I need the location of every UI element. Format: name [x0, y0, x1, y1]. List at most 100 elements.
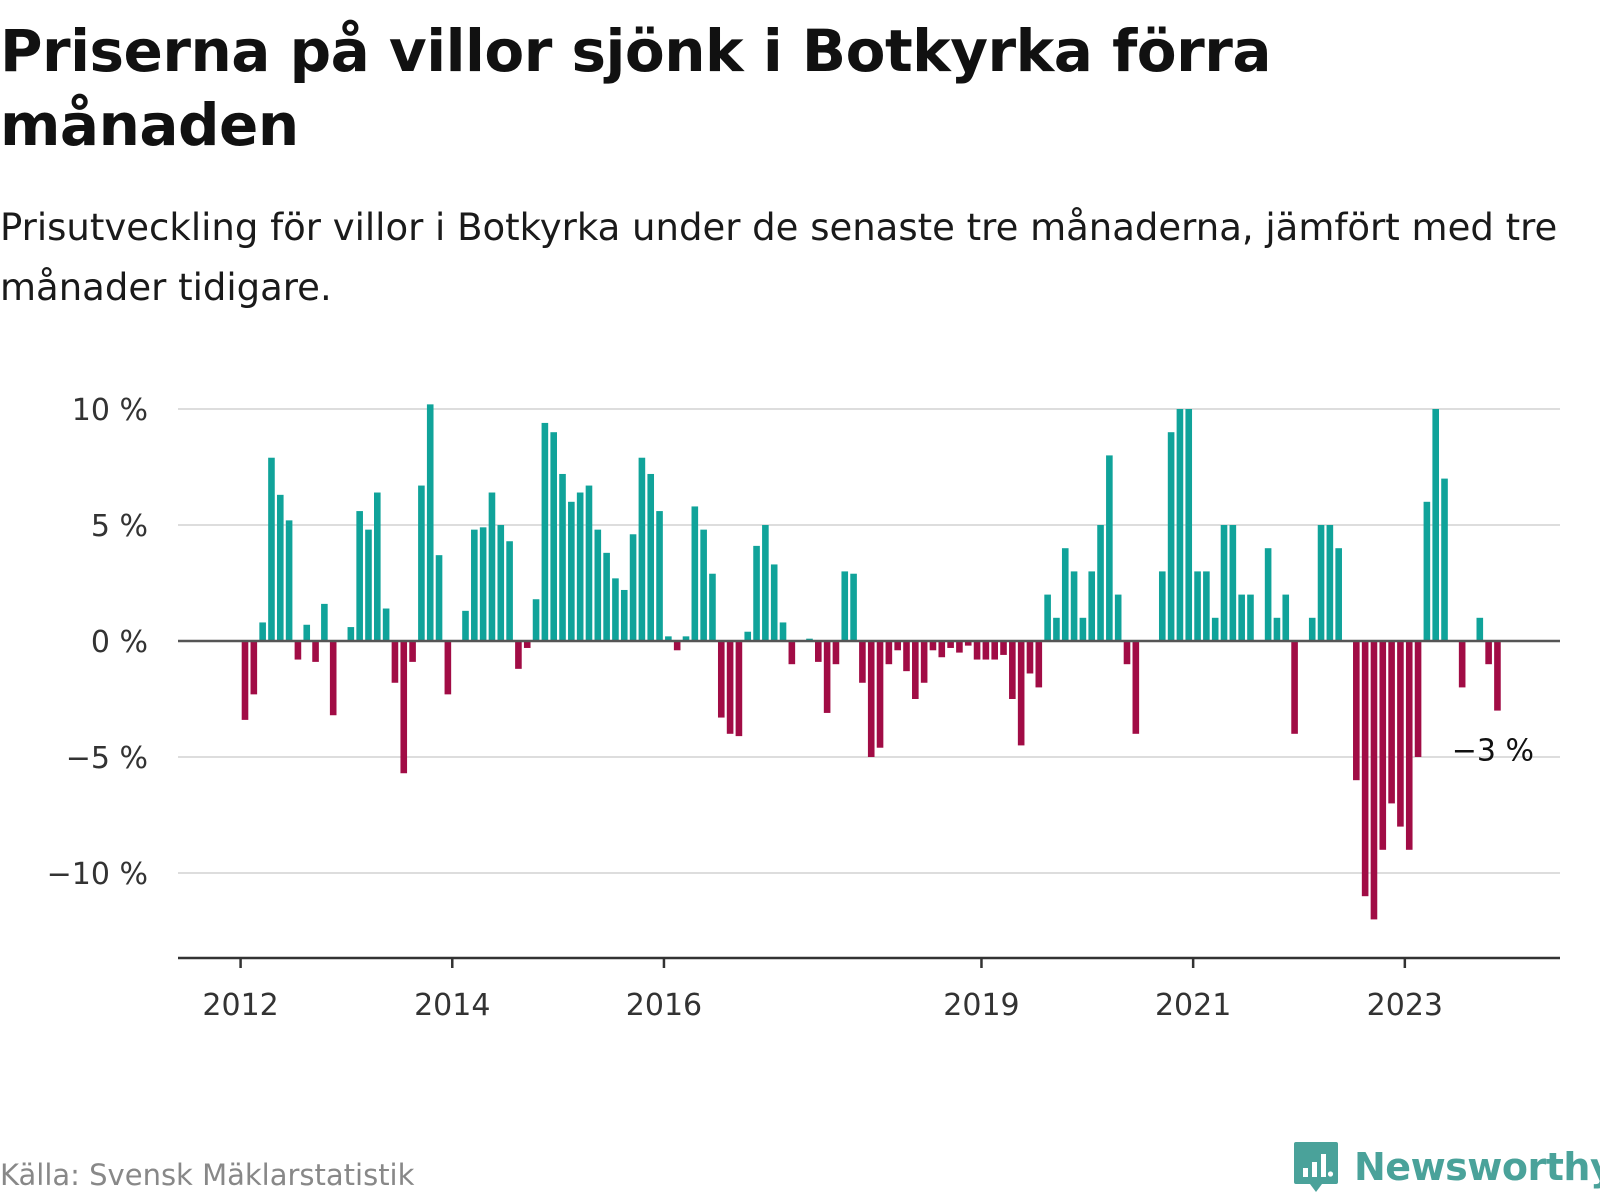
x-tick-label: 2012	[202, 988, 278, 1020]
bar	[929, 641, 937, 651]
bar	[471, 529, 478, 641]
bar	[241, 641, 249, 720]
bar	[991, 641, 998, 660]
bar	[1017, 641, 1025, 746]
bar	[365, 529, 372, 641]
bar	[1088, 571, 1096, 641]
bar	[1476, 617, 1484, 641]
axes	[178, 639, 1560, 968]
brand-name: Newsworthy	[1354, 1145, 1600, 1189]
bar	[1423, 501, 1431, 641]
bar	[268, 457, 275, 641]
bar	[964, 641, 972, 646]
bar	[585, 485, 593, 641]
bar	[426, 404, 434, 641]
bar	[1194, 571, 1201, 641]
bar	[735, 641, 743, 737]
bar	[1397, 641, 1404, 827]
x-tick-label: 2016	[626, 988, 702, 1020]
bar	[1220, 525, 1228, 641]
bar	[1458, 641, 1466, 688]
bar	[391, 641, 399, 683]
bar	[409, 641, 416, 662]
bar	[709, 573, 716, 641]
bar	[347, 627, 355, 641]
bar	[1370, 641, 1378, 920]
last-value-label: −3 %	[1452, 734, 1534, 769]
bar	[321, 603, 328, 641]
bar-chart: 10 % 5 % 0 % −5 % −10 % 2012 2014 2016 2019 2021 2…	[47, 393, 1560, 1020]
bar	[1282, 594, 1290, 641]
bar	[1335, 548, 1342, 641]
bar	[1079, 617, 1087, 641]
bar	[894, 641, 901, 651]
bar	[647, 473, 655, 641]
x-tick-label: 2014	[414, 988, 490, 1020]
y-tick-label: 10 %	[72, 393, 148, 428]
x-tick-label: 2019	[943, 988, 1019, 1020]
bar	[285, 520, 293, 641]
bar	[515, 641, 522, 669]
bar	[1123, 641, 1131, 665]
bar	[497, 525, 505, 641]
y-tick-label: −5 %	[66, 741, 148, 776]
bar	[920, 641, 928, 683]
bar	[903, 641, 910, 672]
bar	[1273, 617, 1281, 641]
bar	[656, 511, 663, 641]
bar	[973, 641, 981, 660]
bar	[276, 494, 284, 641]
bar	[1291, 641, 1298, 734]
bar	[1264, 548, 1272, 641]
y-tick-label: 0 %	[91, 625, 148, 660]
bar	[850, 573, 857, 641]
bar	[1247, 594, 1254, 641]
bar	[938, 641, 946, 658]
bar	[541, 422, 549, 641]
bar	[435, 555, 443, 641]
bar	[1000, 641, 1007, 655]
bar	[612, 578, 619, 641]
bar	[859, 641, 866, 683]
bar	[753, 545, 760, 641]
bar	[462, 610, 469, 641]
newsworthy-logo-icon	[1294, 1142, 1338, 1192]
bar	[356, 511, 363, 641]
bar	[629, 534, 637, 641]
bar	[294, 641, 302, 660]
bar	[1176, 409, 1184, 641]
bar	[1229, 525, 1237, 641]
bar	[1009, 641, 1016, 699]
bar	[638, 457, 646, 641]
bar	[532, 599, 540, 641]
bar	[1494, 641, 1501, 711]
bar	[947, 641, 954, 648]
y-tick-label: −10 %	[47, 857, 148, 892]
bar	[717, 641, 725, 718]
bars	[241, 404, 1501, 920]
bar	[1114, 594, 1122, 641]
bar	[1353, 641, 1360, 781]
bar	[1485, 641, 1492, 665]
bar	[1026, 641, 1034, 674]
bar	[1326, 525, 1334, 641]
bar	[620, 589, 628, 641]
bar	[815, 641, 822, 662]
bar	[1132, 641, 1140, 734]
bar	[1441, 478, 1448, 641]
bar	[418, 485, 425, 641]
bar	[744, 631, 752, 641]
bar	[382, 608, 390, 641]
bar	[1070, 571, 1078, 641]
bar	[444, 641, 452, 695]
bar	[479, 527, 487, 641]
bar	[523, 641, 531, 648]
bar	[885, 641, 893, 665]
bar	[568, 501, 575, 641]
bar	[1158, 571, 1166, 641]
bar	[1053, 617, 1060, 641]
bar	[1405, 641, 1413, 850]
bar	[1308, 617, 1316, 641]
bar	[1317, 525, 1325, 641]
bar	[559, 473, 566, 641]
